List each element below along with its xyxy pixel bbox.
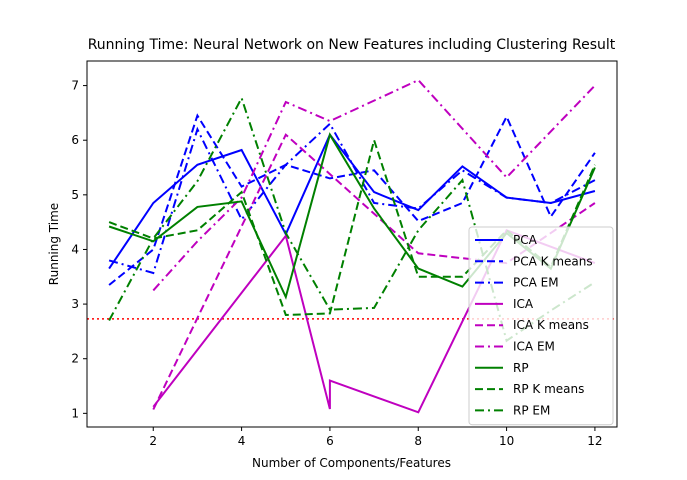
series-line-rp-em — [108, 95, 596, 343]
y-tick-label: 6 — [71, 133, 79, 147]
y-tick-label: 2 — [71, 352, 79, 366]
y-tick-label: 3 — [71, 297, 79, 311]
y-tick-label: 7 — [71, 79, 79, 93]
series-line-pca — [108, 132, 596, 270]
series-line-ica-em — [152, 78, 596, 292]
series-line-rp-k-means — [108, 136, 596, 317]
x-tick-label: 12 — [587, 434, 602, 448]
x-tick-label: 8 — [414, 434, 422, 448]
legend-label: RP K means — [513, 382, 584, 396]
series-line-pca-em — [108, 122, 596, 275]
legend-label: ICA K means — [513, 318, 589, 332]
x-tick-label: 2 — [149, 434, 157, 448]
y-tick-label: 1 — [71, 406, 79, 420]
legend-label: RP — [513, 361, 529, 375]
y-axis-label: Running Time — [47, 203, 61, 285]
legend-box — [468, 226, 614, 426]
legend-label: PCA — [513, 233, 538, 247]
legend-label: ICA — [513, 297, 534, 311]
axes-frame — [86, 60, 618, 428]
y-tick-label: 4 — [71, 242, 79, 256]
chart-title: Running Time: Neural Network on New Feat… — [88, 37, 616, 53]
series-line-pca-k-means — [108, 113, 596, 286]
x-tick-label: 10 — [499, 434, 514, 448]
legend-label: ICA EM — [513, 340, 555, 354]
series-group — [87, 78, 617, 414]
legend-label: PCA K means — [513, 254, 593, 268]
legend-label: RP EM — [513, 403, 550, 417]
legend-label: PCA EM — [513, 276, 559, 290]
x-tick-label: 6 — [326, 434, 334, 448]
x-axis-label: Number of Components/Features — [252, 456, 451, 470]
y-tick-label: 5 — [71, 188, 79, 202]
plot-area — [87, 78, 617, 414]
x-tick-label: 4 — [238, 434, 246, 448]
legend: PCA PCA K means PCA EM ICA ICA K means ICA EM… — [468, 226, 614, 426]
